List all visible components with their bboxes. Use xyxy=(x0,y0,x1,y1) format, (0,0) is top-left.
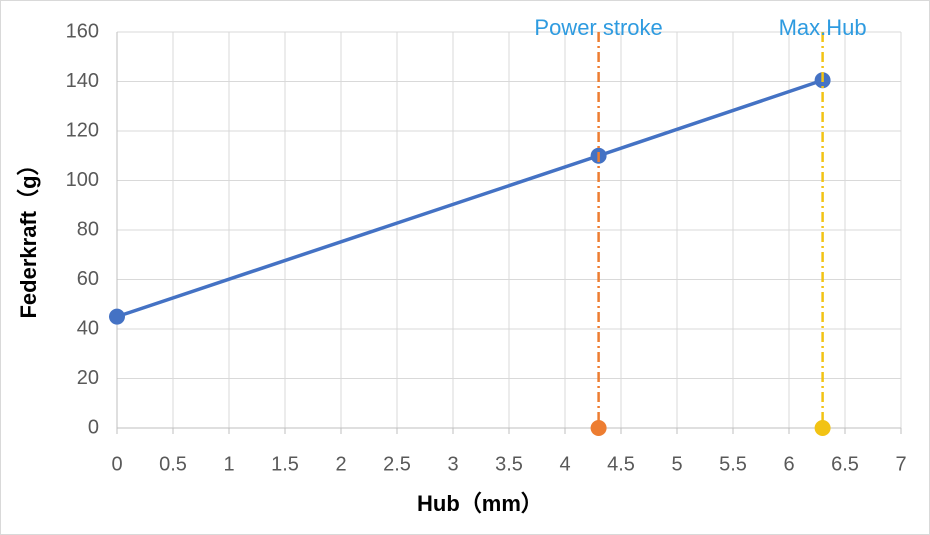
y-tick-label: 100 xyxy=(66,169,99,191)
x-tick-label: 7 xyxy=(895,453,906,475)
data-point xyxy=(814,420,831,436)
x-tick-label: 6.5 xyxy=(831,453,859,475)
x-tick-label: 3 xyxy=(447,453,458,475)
y-axis-label: Federkraft（g） xyxy=(16,153,41,318)
y-tick-label: 140 xyxy=(66,70,99,92)
data-point xyxy=(109,308,125,325)
x-tick-label: 1 xyxy=(223,453,234,475)
x-tick-label: 4 xyxy=(559,453,570,475)
data-point xyxy=(590,420,607,436)
x-tick-label: 2 xyxy=(335,453,346,475)
x-tick-label: 4.5 xyxy=(607,453,635,475)
x-tick-label: 5.5 xyxy=(719,453,747,475)
y-tick-label: 80 xyxy=(77,218,99,240)
y-tick-label: 160 xyxy=(66,20,99,42)
x-tick-label: 0.5 xyxy=(159,453,187,475)
y-tick-label: 120 xyxy=(66,119,99,141)
y-tick-label: 40 xyxy=(77,317,99,339)
reference-label: Power stroke xyxy=(534,15,662,40)
x-tick-label: 2.5 xyxy=(383,453,411,475)
y-tick-label: 20 xyxy=(77,367,99,389)
x-tick-label: 5 xyxy=(671,453,682,475)
x-axis-label: Hub（mm） xyxy=(417,491,543,516)
x-tick-label: 6 xyxy=(783,453,794,475)
x-tick-label: 1.5 xyxy=(271,453,299,475)
x-tick-label: 3.5 xyxy=(495,453,523,475)
x-tick-label: 0 xyxy=(111,453,122,475)
y-tick-label: 60 xyxy=(77,268,99,290)
reference-label: Max.Hub xyxy=(779,15,867,40)
y-tick-label: 0 xyxy=(88,416,99,438)
